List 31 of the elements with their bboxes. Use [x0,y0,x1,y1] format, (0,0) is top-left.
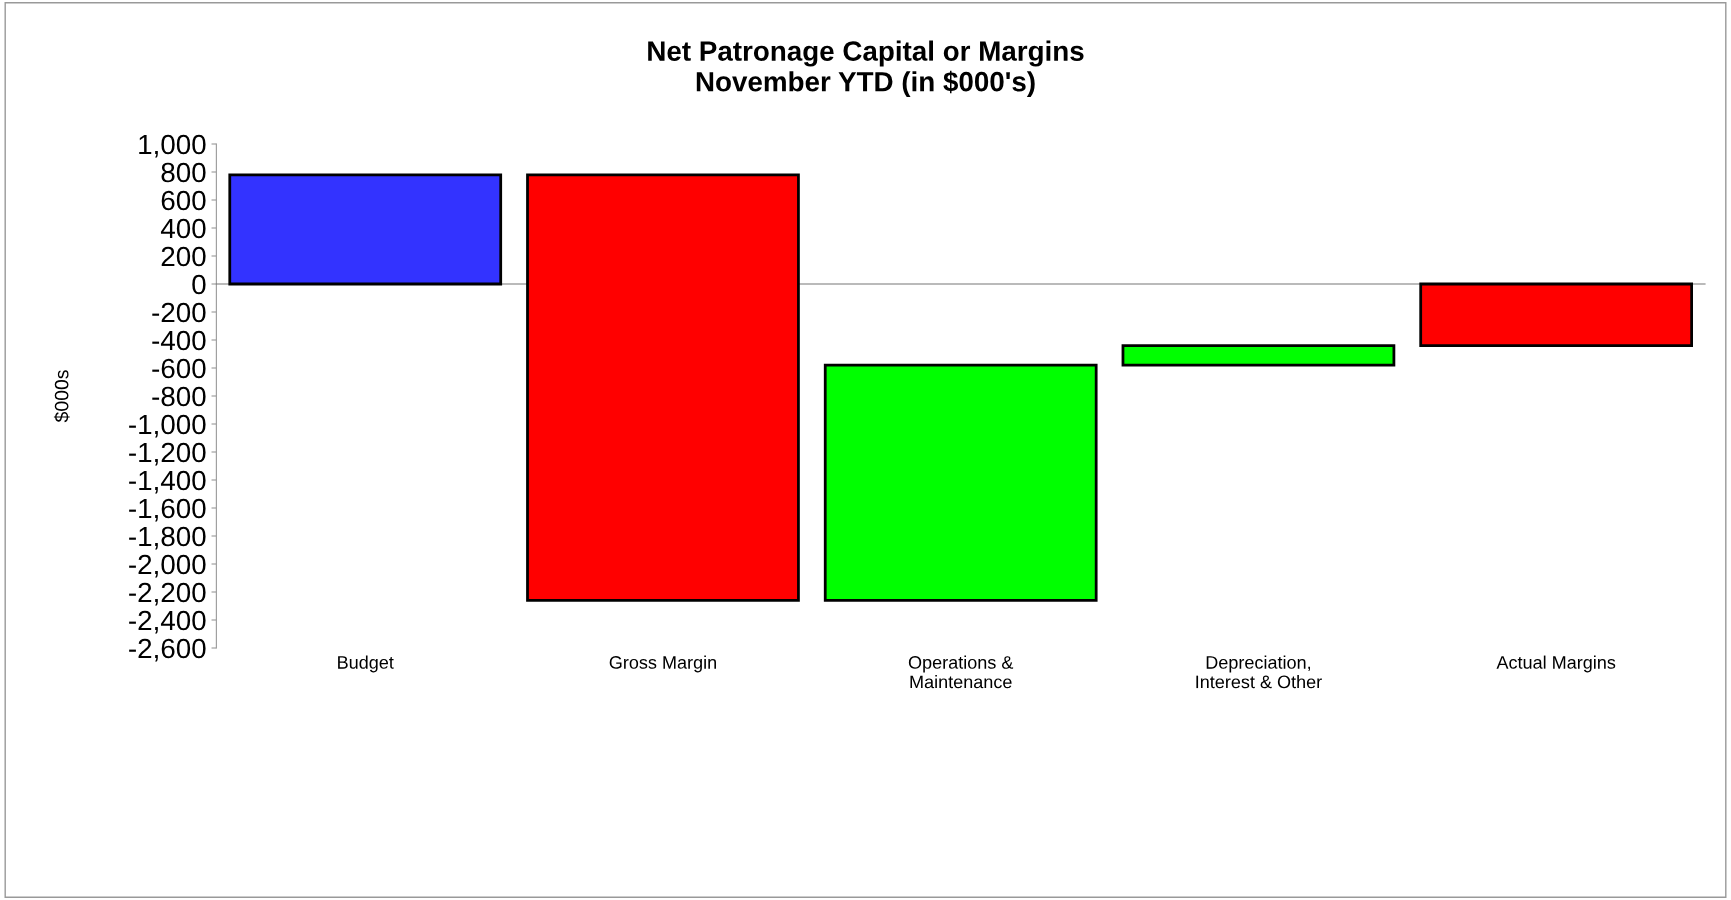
y-tick-label: -2,400 [129,610,206,634]
y-tick-label: -2,000 [129,554,206,578]
y-tick-label: -1,000 [129,414,206,438]
chart-title: Net Patronage Capital or Margins November YTD (in $000's) [648,40,1084,98]
bar [526,173,800,602]
y-tick-label: -800 [152,386,206,407]
y-tick-label: 800 [161,162,206,183]
bar [1121,344,1396,367]
x-tick-label: Operations & Maintenance [908,655,1014,689]
y-tick-label: -400 [152,330,206,351]
y-tick-label: -1,200 [129,442,206,466]
bar [1419,282,1694,347]
y-tick-label: -2,200 [129,582,206,606]
y-tick-label: 600 [161,190,206,211]
y-tick-label: -1,400 [129,470,206,494]
y-tick-label: 400 [160,218,206,239]
y-tick-label: -200 [152,302,206,323]
bar [228,173,503,286]
y-tick-label: 1,000 [139,134,206,158]
y-tick-label: 200 [161,246,206,267]
y-tick-label: -1,600 [129,498,206,522]
x-tick-label: Gross Margin [609,655,716,673]
x-tick-label: Actual Margins [1496,655,1616,673]
bar [823,363,1098,602]
x-tick-label: Depreciation, Interest & Other [1196,655,1322,689]
y-tick-label: -600 [152,358,206,379]
y-tick-label: 0 [192,274,206,295]
y-tick-label: -2,600 [129,638,206,662]
x-tick-label: Budget [338,655,394,673]
y-axis-title: $000s [53,370,70,423]
y-tick-label: -1,800 [129,526,206,550]
